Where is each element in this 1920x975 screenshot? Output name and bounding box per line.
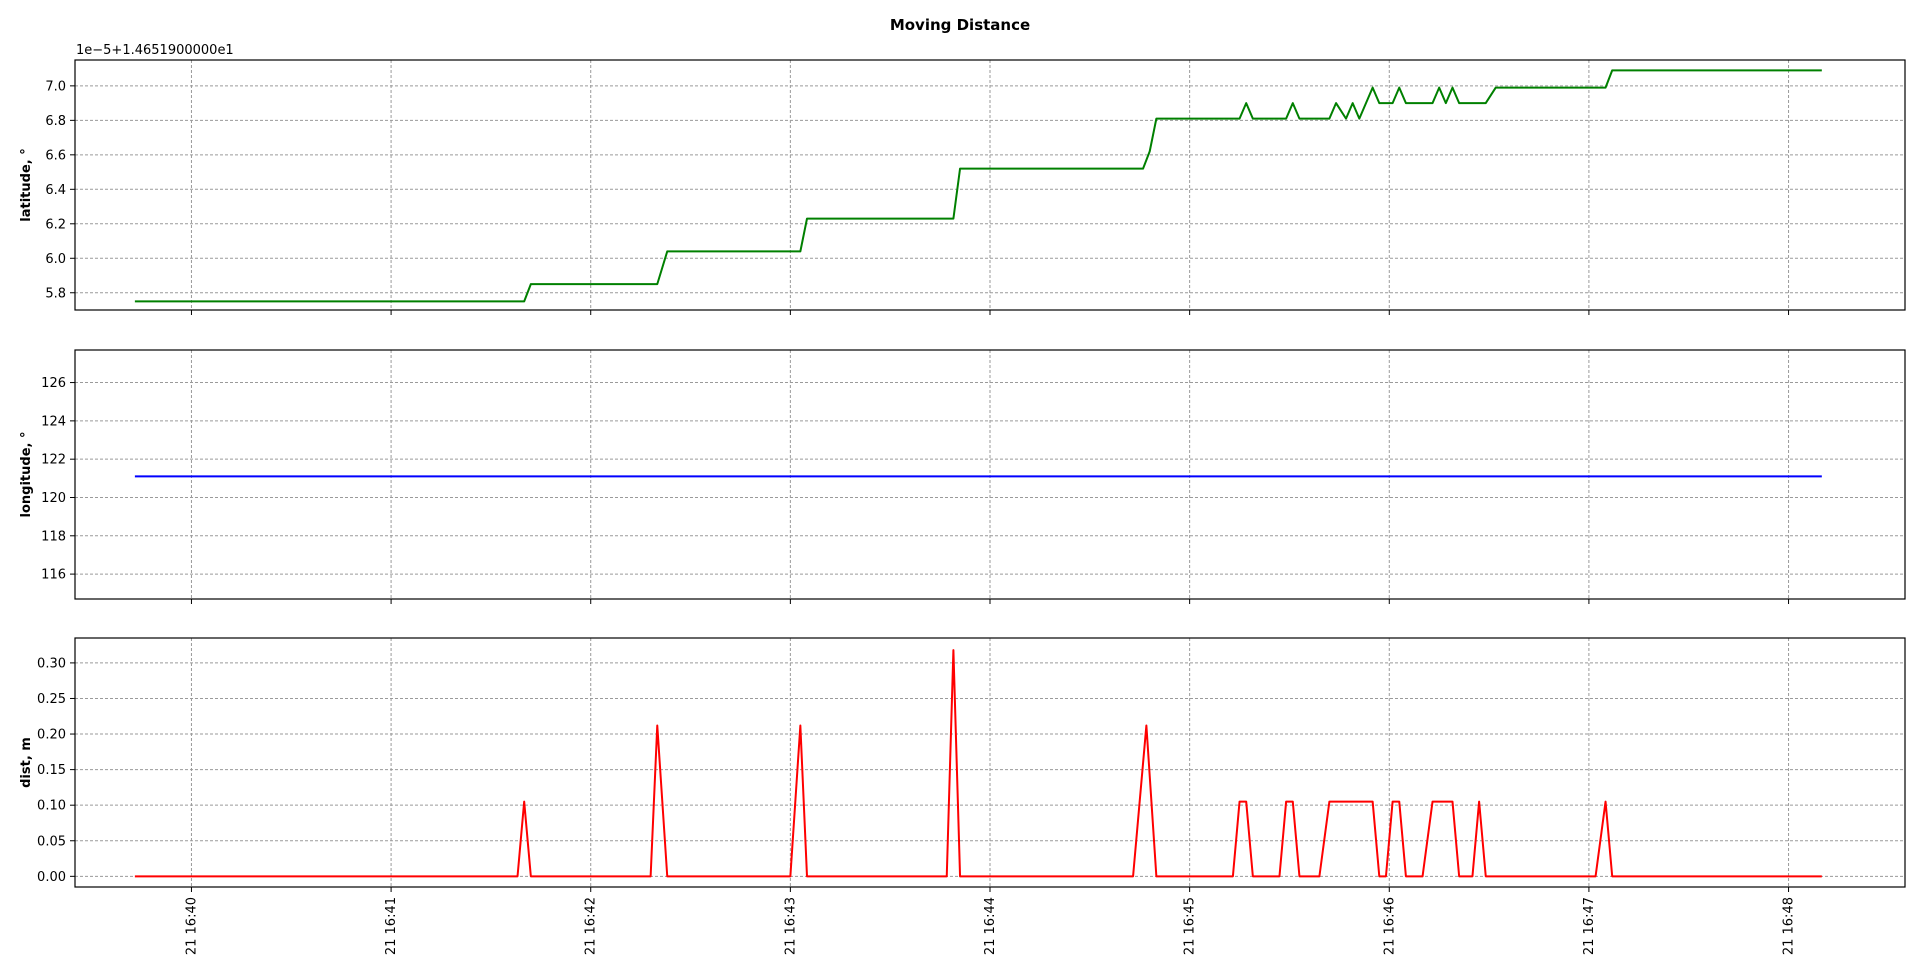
y-tick-label: 0.00 (37, 870, 66, 885)
y-tick-label: 116 (41, 568, 66, 583)
y-tick-label: 5.8 (45, 286, 66, 301)
axes-frame (74, 349, 1906, 600)
panel-longitude: 116 118 120 122 124 126 longitude, ° (19, 349, 1906, 604)
y-tick-label: 6.2 (45, 217, 66, 232)
y-tick-label: 0.30 (37, 656, 66, 671)
axes-frame (74, 637, 1906, 888)
y-tick-label: 0.20 (37, 728, 66, 743)
x-tick-label: 21 16:47 (1582, 897, 1597, 955)
x-tick-label: 21 16:43 (783, 897, 798, 955)
y-axis-label: dist, m (19, 737, 34, 788)
x-tick-label: 21 16:40 (184, 897, 199, 955)
chart-title: Moving Distance (890, 16, 1030, 34)
axes-frame (74, 59, 1906, 311)
panel-dist: 21 16:40 21 16:41 21 16:42 21 16:43 21 16:44… (19, 637, 1906, 955)
x-tick-label: 21 16:46 (1382, 897, 1397, 955)
x-tick-label: 21 16:45 (1183, 897, 1198, 955)
y-tick-label: 6.0 (45, 252, 66, 267)
x-tick-label: 21 16:41 (384, 897, 399, 955)
y-tick-label: 122 (41, 453, 66, 468)
y-tick-label: 120 (41, 491, 66, 506)
y-tick-label: 6.4 (45, 183, 66, 198)
y-tick-label: 118 (41, 529, 66, 544)
y-axis-label: longitude, ° (19, 432, 34, 518)
y-tick-label: 6.8 (45, 114, 66, 129)
y-tick-label: 124 (41, 414, 66, 429)
panel-latitude: 5.8 6.0 6.2 6.4 6.6 6.8 7.0 latitude, ° 1e−5+1.4… (19, 43, 1906, 315)
y-offset-label: 1e−5+1.4651900000e1 (76, 43, 234, 58)
y-tick-label: 0.10 (37, 799, 66, 814)
x-tick-label: 21 16:44 (983, 897, 998, 955)
y-tick-label: 7.0 (45, 79, 66, 94)
x-tick-label: 21 16:42 (584, 897, 599, 955)
y-tick-label: 0.05 (37, 834, 66, 849)
x-tick-label: 21 16:48 (1782, 897, 1797, 955)
y-tick-label: 6.6 (45, 148, 66, 163)
y-axis-label: latitude, ° (19, 148, 34, 221)
y-tick-label: 0.15 (37, 763, 66, 778)
y-tick-label: 0.25 (37, 692, 66, 707)
series-line-dist (134, 649, 1822, 878)
series-line-latitude (134, 69, 1822, 303)
y-tick-label: 126 (41, 376, 66, 391)
